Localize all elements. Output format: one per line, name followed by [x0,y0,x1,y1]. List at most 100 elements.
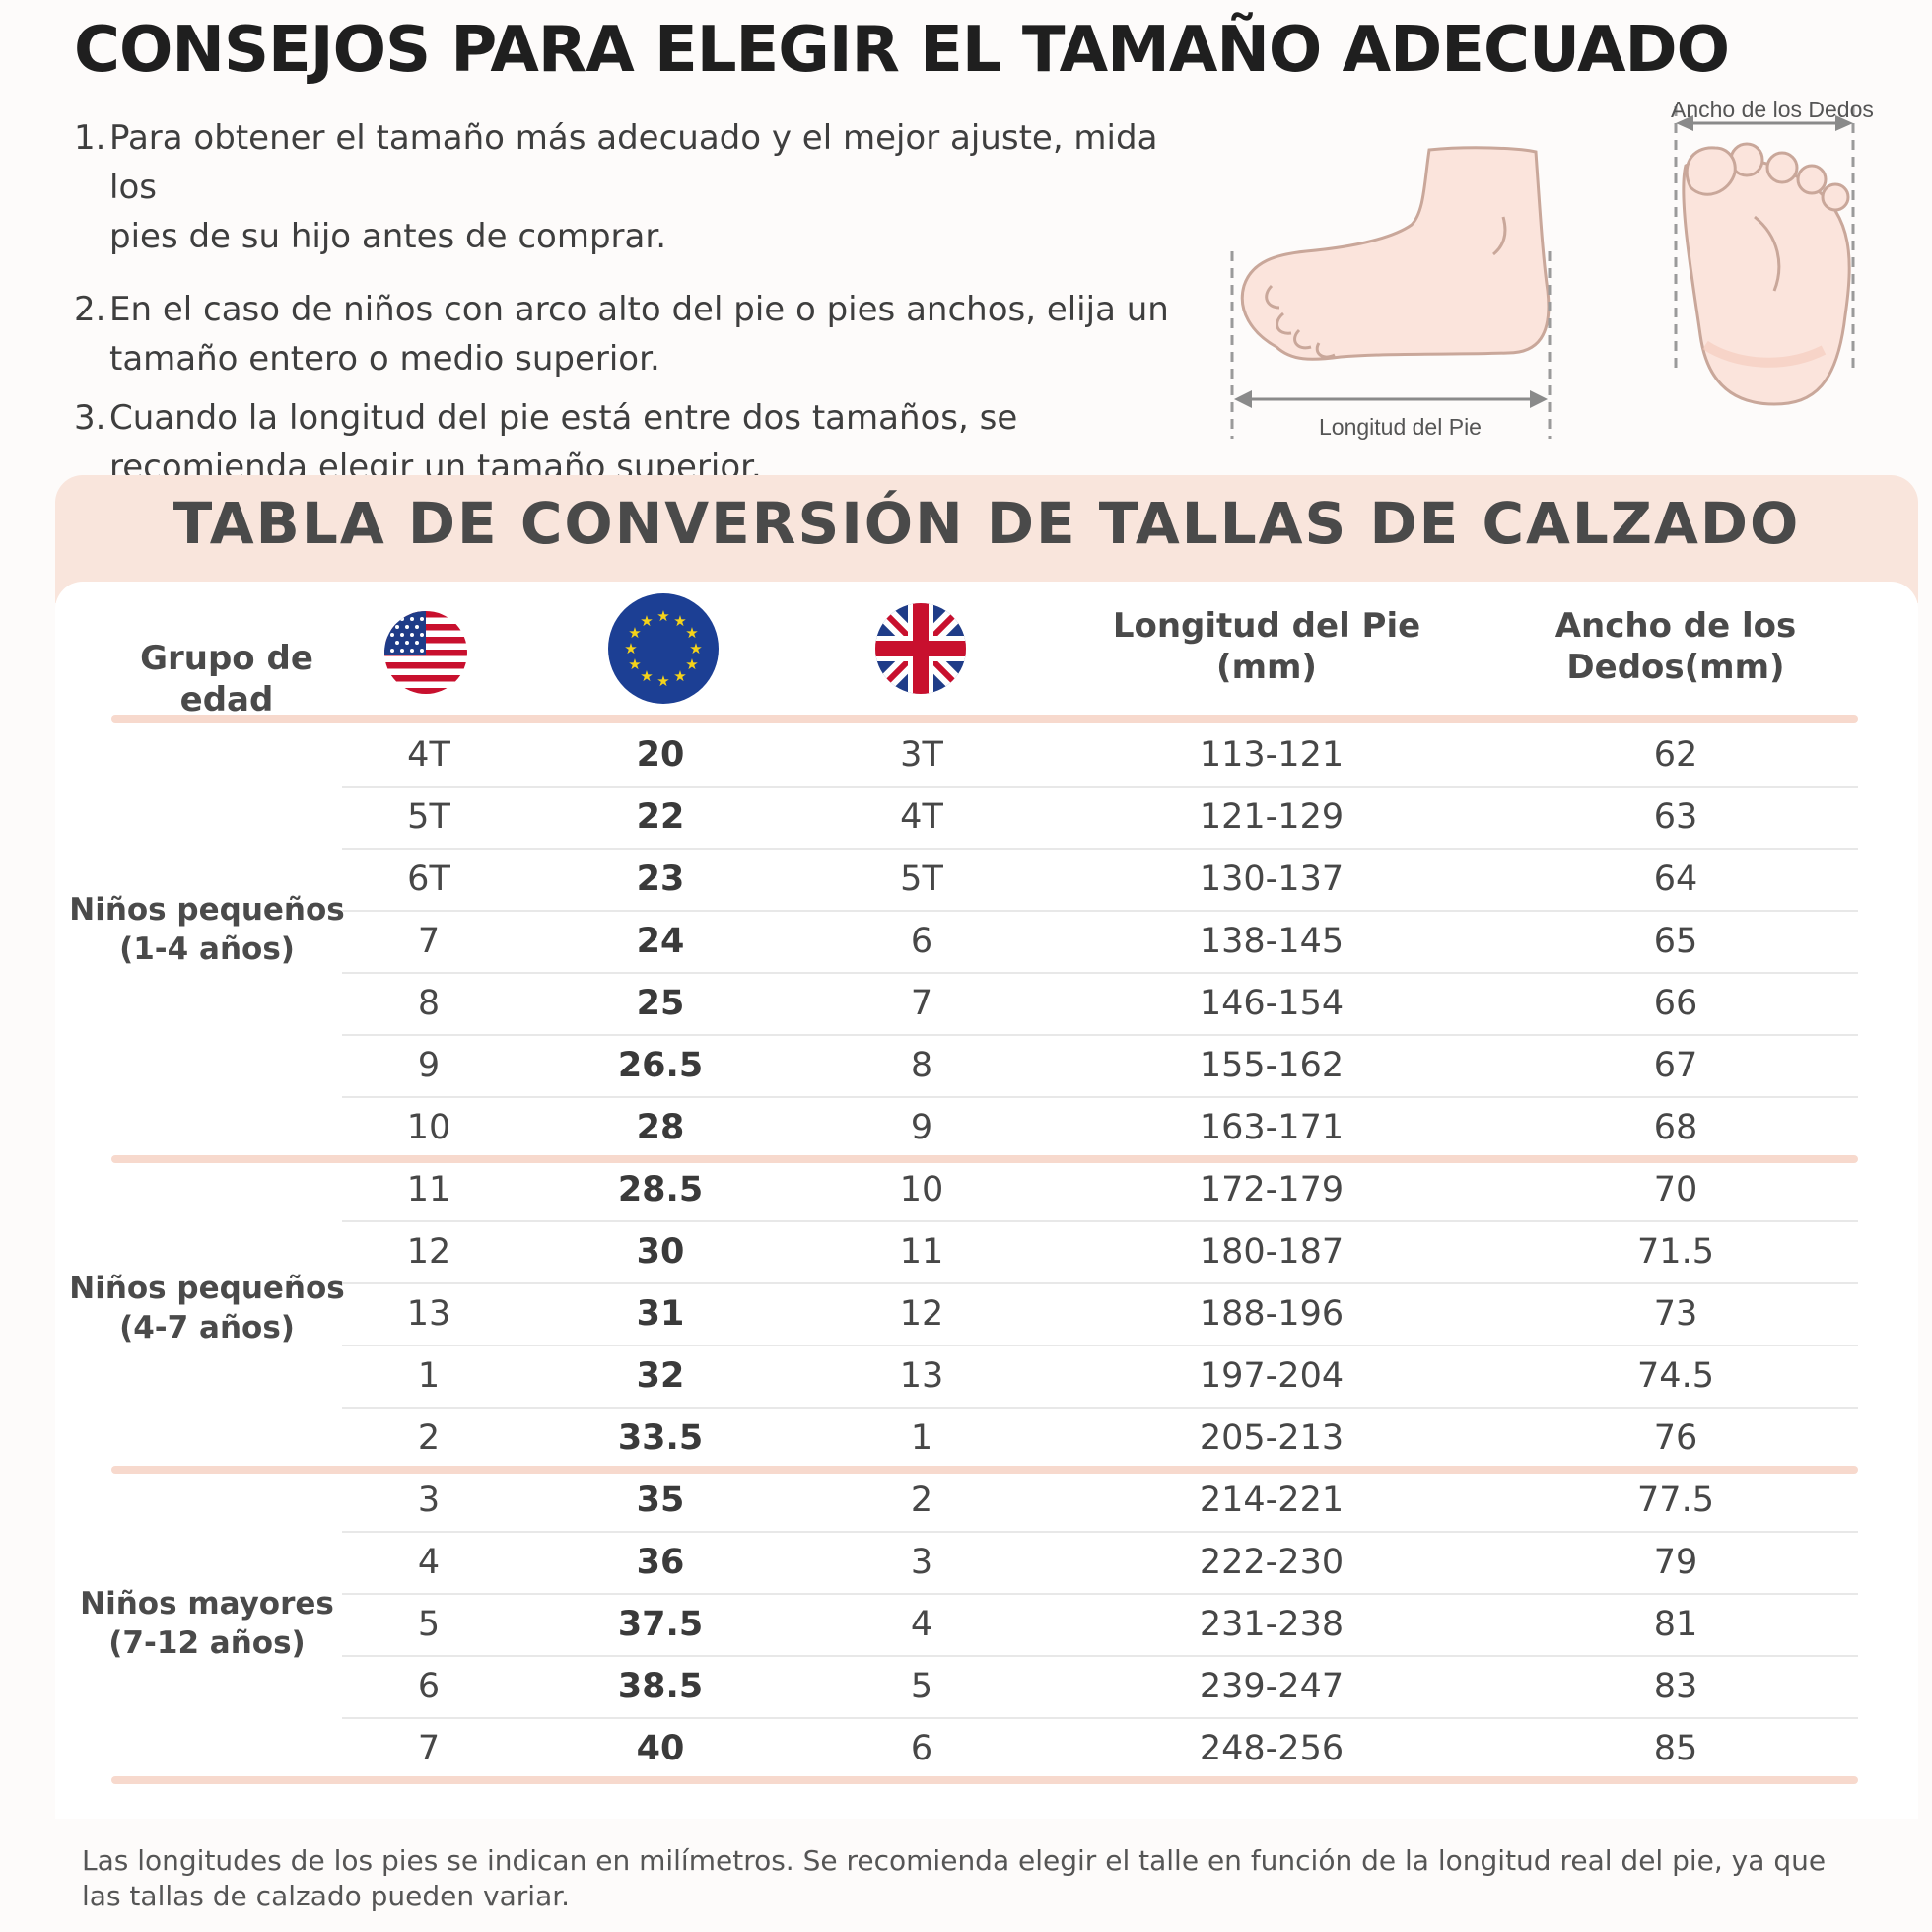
cell-us: 9 [417,1046,441,1085]
table-row: 4 36 3 222-230 79 [0,1532,1932,1594]
cell-wid: 85 [1653,1729,1698,1768]
table-row: 7 40 6 248-256 85 [0,1718,1932,1780]
cell-uk: 12 [899,1294,944,1334]
svg-text:★: ★ [656,607,669,625]
group-separator [111,715,1858,723]
cell-len: 248-256 [1199,1729,1345,1768]
table-row: 5T 22 4T 121-129 63 [0,787,1932,849]
group-label-line: Niños pequeños [69,892,345,928]
cell-us: 6T [407,860,450,899]
group-label-line: Niños pequeños [69,1271,345,1306]
cell-eu: 23 [636,860,685,899]
cell-uk: 6 [910,1729,933,1768]
cell-wid: 76 [1653,1418,1698,1458]
row-separator [342,972,1858,974]
cell-wid: 77.5 [1637,1481,1714,1520]
cell-wid: 74.5 [1637,1356,1714,1396]
cell-uk: 13 [899,1356,944,1396]
row-separator [342,1655,1858,1657]
cell-us: 2 [417,1418,441,1458]
footnote-line: Las longitudes de los pies se indican en… [82,1844,1827,1877]
cell-eu: 24 [636,922,685,961]
cell-wid: 66 [1653,984,1698,1023]
cell-wid: 73 [1653,1294,1698,1334]
cell-uk: 2 [910,1481,933,1520]
eu-flag-icon: ★ ★ ★ ★ ★ ★ ★ ★ ★ ★ ★ ★ [608,593,719,704]
table-row: 3 35 2 214-221 77.5 [0,1470,1932,1532]
svg-text:★: ★ [640,612,653,630]
cell-uk: 10 [899,1170,944,1209]
cell-eu: 26.5 [617,1046,704,1085]
cell-us: 12 [406,1232,451,1272]
cell-uk: 5T [900,860,943,899]
row-separator [342,1220,1858,1222]
row-separator [342,1593,1858,1595]
row-separator [342,1345,1858,1346]
svg-text:★: ★ [673,667,686,685]
tip-text-line: En el caso de niños con arco alto del pi… [109,290,1169,329]
svg-text:★: ★ [673,612,686,630]
cell-uk: 11 [899,1232,944,1272]
row-separator [342,1282,1858,1284]
row-separator [342,1531,1858,1533]
table-panel [55,582,1918,1819]
cell-eu: 40 [636,1729,685,1768]
cell-eu: 32 [636,1356,685,1396]
foot-length-label: Longitud del Pie [1319,414,1482,440]
uk-flag-icon [875,603,966,694]
row-separator [342,1096,1858,1098]
cell-len: 146-154 [1199,984,1345,1023]
row-separator [342,910,1858,912]
tips-list: 1. Para obtener el tamaño más adecuado y… [74,113,1208,516]
header-foot-length-line2: (mm) [1216,648,1317,687]
table-row: 7 24 6 138-145 65 [0,911,1932,973]
cell-wid: 68 [1653,1108,1698,1147]
svg-text:★: ★ [685,624,698,642]
cell-len: 231-238 [1199,1605,1345,1644]
svg-text:★: ★ [624,640,637,657]
svg-text:★: ★ [628,624,641,642]
tip-item: 2. En el caso de niños con arco alto del… [74,285,1208,383]
cell-eu: 36 [636,1543,685,1582]
cell-len: 180-187 [1199,1232,1345,1272]
cell-us: 6 [417,1667,441,1706]
cell-len: 163-171 [1199,1108,1345,1147]
cell-eu: 28.5 [617,1170,704,1209]
cell-eu: 30 [636,1232,685,1272]
cell-wid: 83 [1653,1667,1698,1706]
tip-text-line: Cuando la longitud del pie está entre do… [109,398,1018,438]
cell-uk: 6 [910,922,933,961]
cell-us: 7 [417,922,441,961]
cell-us: 4 [417,1543,441,1582]
table-row: 11 28.5 10 172-179 70 [0,1159,1932,1221]
tip-number: 2. [74,290,106,329]
table-title: TABLA DE CONVERSIÓN DE TALLAS DE CALZADO [172,490,1801,557]
table-row: 6T 23 5T 130-137 64 [0,849,1932,911]
page-title: CONSEJOS PARA ELEGIR EL TAMAÑO ADECUADO [74,14,1730,87]
cell-len: 205-213 [1199,1418,1345,1458]
svg-text:★: ★ [628,656,641,673]
cell-us: 5 [417,1605,441,1644]
cell-len: 214-221 [1199,1481,1345,1520]
cell-eu: 28 [636,1108,685,1147]
tip-number: 1. [74,118,106,158]
group-label-line: (7-12 años) [108,1625,306,1661]
table-row: 4T 20 3T 113-121 62 [0,724,1932,787]
row-separator [342,1717,1858,1719]
cell-eu: 35 [636,1481,685,1520]
table-row: 10 28 9 163-171 68 [0,1097,1932,1159]
group-label-line: (1-4 años) [119,932,295,967]
cell-wid: 70 [1653,1170,1698,1209]
cell-len: 222-230 [1199,1543,1345,1582]
cell-uk: 5 [910,1667,933,1706]
cell-wid: 63 [1653,797,1698,837]
cell-len: 197-204 [1199,1356,1345,1396]
group-label-little-kid: Niños pequeños (4-7 años) [59,1269,355,1347]
tip-text-line: pies de su hijo antes de comprar. [109,217,667,256]
cell-uk: 4T [900,797,943,837]
cell-len: 188-196 [1199,1294,1345,1334]
group-label-big-kid: Niños mayores (7-12 años) [59,1584,355,1663]
cell-us: 3 [417,1481,441,1520]
header-age-group: Grupo de edad [140,639,313,720]
header-foot-length-line1: Longitud del Pie [1112,606,1421,646]
